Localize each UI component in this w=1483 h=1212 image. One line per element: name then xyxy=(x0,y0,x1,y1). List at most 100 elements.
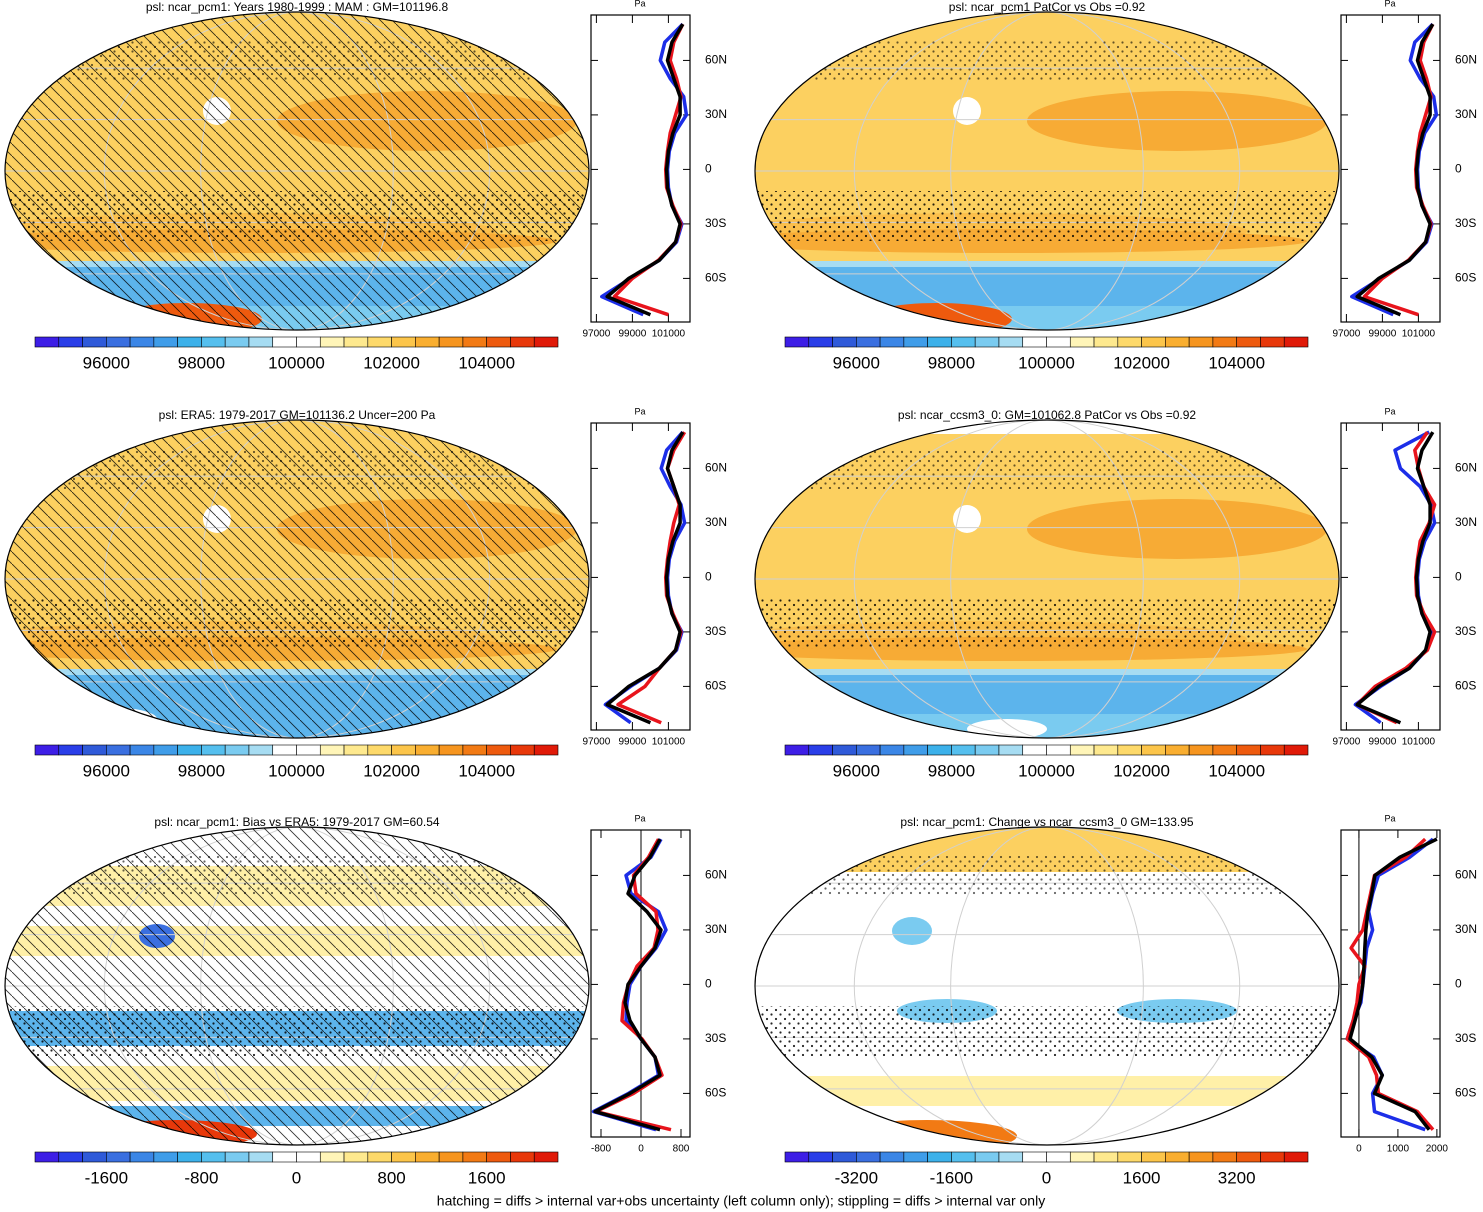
colorbar-box xyxy=(1188,744,1214,756)
colorbar-box xyxy=(391,744,416,756)
y-tick-label: 0 xyxy=(705,570,712,584)
colorbar-box xyxy=(998,744,1024,756)
y-tick-label: 60S xyxy=(1455,679,1476,693)
colorbar-box xyxy=(462,1151,487,1163)
y-tick-label: 30N xyxy=(705,922,727,936)
x-tick-label: 101000 xyxy=(1402,329,1436,340)
colorbar-box xyxy=(856,744,881,756)
colorbar-box xyxy=(153,336,178,348)
panel-title: psl: ncar_pcm1: Change vs ncar_ccsm3_0 G… xyxy=(900,815,1193,829)
colorbar-label: 104000 xyxy=(1208,761,1265,780)
field xyxy=(953,505,981,533)
map-outline xyxy=(4,419,590,739)
x-tick-label: 99000 xyxy=(1368,329,1396,340)
colorbar-box xyxy=(510,1151,535,1163)
x-tick-label: 2000 xyxy=(1426,1144,1449,1155)
y-tick-label: 30N xyxy=(1455,515,1477,529)
colorbar-box xyxy=(153,744,178,756)
profile-line xyxy=(1345,837,1435,1131)
colorbar-box xyxy=(1260,1151,1285,1163)
colorbar-box xyxy=(462,336,487,348)
colorbar-box xyxy=(1260,336,1285,348)
colorbar-box xyxy=(1093,744,1119,756)
colorbar-label: 100000 xyxy=(268,761,325,780)
y-tick-label: 0 xyxy=(705,977,712,991)
colorbar-box xyxy=(343,1151,369,1163)
colorbar-box xyxy=(34,1151,60,1163)
x-tick-label: 101000 xyxy=(1402,737,1436,748)
profile-line xyxy=(593,838,663,1132)
panel-title: psl: ncar_pcm1 PatCor vs Obs =0.92 xyxy=(949,0,1146,14)
meridian xyxy=(950,12,1144,330)
colorbar-box xyxy=(34,336,60,348)
colorbar-box xyxy=(486,744,511,756)
colorbar-label: -800 xyxy=(184,1168,218,1187)
colorbar-box xyxy=(367,336,392,348)
colorbar-box xyxy=(784,336,810,348)
colorbar-label: 98000 xyxy=(178,761,225,780)
colorbar-box xyxy=(856,1151,881,1163)
colorbar-box xyxy=(1165,744,1190,756)
field xyxy=(862,303,1012,330)
colorbar-box xyxy=(533,336,559,348)
profile-line xyxy=(1355,23,1435,317)
footnote: hatching = diffs > internal var+obs unce… xyxy=(437,1193,1045,1209)
meridian xyxy=(853,420,1241,738)
x-tick-label: 97000 xyxy=(582,329,610,340)
profile-frame xyxy=(1340,422,1441,731)
colorbar-label: 98000 xyxy=(928,353,975,372)
colorbar-box xyxy=(510,744,535,756)
colorbar-box xyxy=(832,744,857,756)
colorbar-box xyxy=(319,744,345,756)
colorbar-box xyxy=(415,1151,440,1163)
profile-line xyxy=(1355,431,1435,725)
map xyxy=(755,420,1339,738)
colorbar-box xyxy=(438,336,464,348)
colorbar-box xyxy=(856,336,881,348)
profile-line xyxy=(1348,837,1438,1131)
colorbar-box xyxy=(1188,1151,1214,1163)
x-tick-label: 99000 xyxy=(618,329,646,340)
colorbar-box xyxy=(533,1151,559,1163)
map-outline xyxy=(4,11,590,331)
colorbar-box xyxy=(1141,336,1166,348)
colorbar-box xyxy=(1212,744,1237,756)
colorbar-box xyxy=(1117,336,1142,348)
colorbar-box xyxy=(951,744,976,756)
map xyxy=(5,420,589,738)
colorbar-box xyxy=(903,1151,928,1163)
y-tick-label: 0 xyxy=(1455,162,1462,176)
meridian xyxy=(950,827,1144,1145)
panel-title: psl: ERA5: 1979-2017 GM=101136.2 Uncer=2… xyxy=(159,408,436,422)
colorbar-box xyxy=(248,744,274,756)
colorbar-box xyxy=(808,336,833,348)
y-tick-label: 60N xyxy=(705,53,727,67)
colorbar-box xyxy=(784,1151,810,1163)
colorbar-box xyxy=(58,744,83,756)
meridian xyxy=(853,12,1241,330)
map-outline xyxy=(754,826,1340,1146)
colorbar-box xyxy=(1165,336,1190,348)
x-tick-label: 101000 xyxy=(652,737,686,748)
profile-line xyxy=(1362,23,1435,317)
colorbar-box xyxy=(1069,1151,1095,1163)
colorbar-box xyxy=(974,336,1000,348)
panel-title: psl: ncar_pcm1: Bias vs ERA5: 1979-2017 … xyxy=(154,815,439,829)
colorbar-box xyxy=(106,744,131,756)
map xyxy=(5,827,589,1145)
y-tick-label: 60N xyxy=(1455,461,1477,475)
y-tick-label: 30S xyxy=(1455,624,1476,638)
colorbar-box xyxy=(1117,744,1142,756)
colorbar-box xyxy=(1260,744,1285,756)
colorbar-box xyxy=(177,744,202,756)
y-tick-label: 60N xyxy=(705,868,727,882)
hatching xyxy=(5,12,589,330)
field xyxy=(857,1133,957,1145)
colorbar-label: 96000 xyxy=(833,761,880,780)
x-tick-label: 99000 xyxy=(1368,737,1396,748)
colorbar-box xyxy=(951,1151,976,1163)
y-tick-label: 60S xyxy=(705,271,726,285)
colorbar-box xyxy=(201,336,226,348)
map-outline xyxy=(4,826,590,1146)
y-tick-label: 0 xyxy=(1455,570,1462,584)
